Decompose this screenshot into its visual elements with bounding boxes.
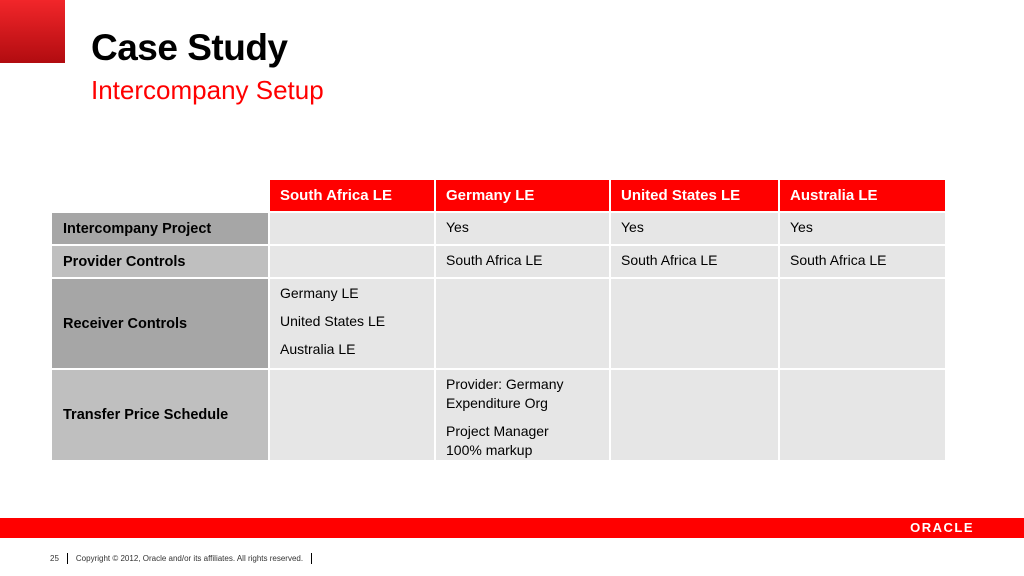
footer-divider [311,552,313,564]
cell-text: Australia LE [280,341,356,357]
cell-text: South Africa LE [446,252,543,268]
corner-accent-block [0,0,65,63]
cell-text: Germany LE [280,285,359,301]
cell-text: Yes [621,219,644,235]
table-cell [611,370,778,460]
cell-text: Yes [790,219,813,235]
column-header-australia: Australia LE [780,180,945,211]
table-row: Receiver Controls Germany LE United Stat… [52,279,945,368]
table-cell: Provider: Germany Expenditure Org Projec… [436,370,609,460]
cell-text: Provider: Germany Expenditure Org [446,376,564,411]
oracle-logo: ORACLE [910,520,974,535]
table-cell [270,246,434,277]
cell-text: South Africa LE [790,252,887,268]
cell-text: Project Manager 100% markup [446,423,549,458]
row-header-transfer-price-schedule: Transfer Price Schedule [52,370,268,460]
cell-text: Yes [446,219,469,235]
table-cell [436,279,609,368]
footer-divider [66,552,68,564]
column-header-united-states: United States LE [611,180,778,211]
footer: 25 Copyright © 2012, Oracle and/or its a… [50,550,320,566]
row-header-intercompany-project: Intercompany Project [52,213,268,244]
table-cell: South Africa LE [780,246,945,277]
footer-red-bar [0,518,1024,538]
table-cell: Yes [436,213,609,244]
table-cell: South Africa LE [611,246,778,277]
column-header-germany: Germany LE [436,180,609,211]
cell-text: South Africa LE [621,252,718,268]
table-cell [780,279,945,368]
table-cell: South Africa LE [436,246,609,277]
table-row: Provider Controls South Africa LE South … [52,246,945,277]
slide-title: Case Study [91,27,288,68]
table-cell [270,370,434,460]
table-cell: Yes [780,213,945,244]
table-row: Transfer Price Schedule Provider: German… [52,370,945,460]
table-cell [780,370,945,460]
page-number: 25 [50,553,59,563]
column-header-south-africa: South Africa LE [270,180,434,211]
copyright-text: Copyright © 2012, Oracle and/or its affi… [75,553,304,563]
table-header-row: South Africa LE Germany LE United States… [52,180,945,211]
slide-subtitle: Intercompany Setup [91,75,324,105]
table-corner [52,180,268,211]
cell-text: United States LE [280,313,386,329]
table-cell [270,213,434,244]
table-cell: Yes [611,213,778,244]
table-cell [611,279,778,368]
row-header-receiver-controls: Receiver Controls [52,279,268,368]
intercompany-table: South Africa LE Germany LE United States… [50,178,947,462]
row-header-provider-controls: Provider Controls [52,246,268,277]
table-cell: Germany LE United States LE Australia LE [270,279,434,368]
table-row: Intercompany Project Yes Yes Yes [52,213,945,244]
